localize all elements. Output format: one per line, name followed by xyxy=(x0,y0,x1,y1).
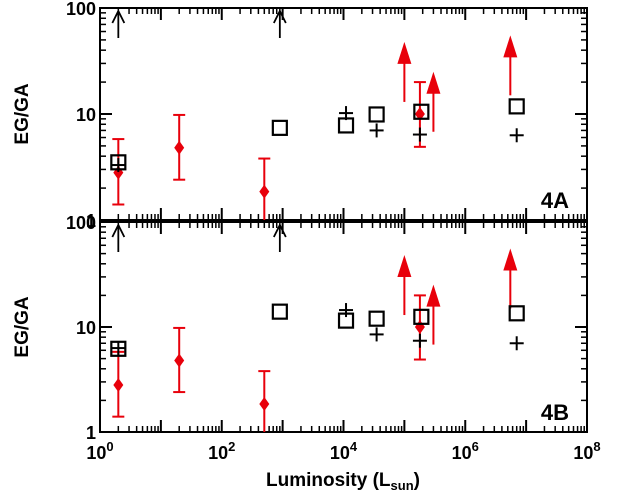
x-tick-label: 106 xyxy=(452,439,479,463)
panels: 1 10 100 EG/GA 4A 1 10 100 EG/GA 4B xyxy=(12,0,588,443)
x-axis-label-close: ) xyxy=(414,470,420,491)
red-diamond-point xyxy=(174,353,185,368)
y-tick-label: 100 xyxy=(66,0,96,19)
upper-arrow-head xyxy=(111,8,126,24)
lower-limit-arrowhead xyxy=(426,284,441,307)
square-point xyxy=(508,305,525,322)
square-point xyxy=(271,303,288,320)
square-point xyxy=(368,310,385,327)
upper-arrow-head xyxy=(111,222,126,238)
lower-limit-arrowhead xyxy=(503,248,518,271)
x-tick-label: 102 xyxy=(208,439,235,463)
square-point xyxy=(368,106,385,123)
square-point xyxy=(413,308,430,325)
upper-arrow-head xyxy=(273,8,287,24)
lower-limit-arrowhead xyxy=(397,41,412,64)
data-marks xyxy=(110,8,525,220)
x-tick-label: 104 xyxy=(330,439,358,463)
data-marks xyxy=(110,222,525,432)
square-point xyxy=(271,119,288,136)
lower-limit-arrowhead xyxy=(426,71,441,94)
x-axis: 100 102 104 106 108 xyxy=(86,439,600,463)
x-tick-label: 100 xyxy=(86,439,113,463)
y-tick-label: 10 xyxy=(76,318,96,338)
y-tick-label: 1 xyxy=(86,423,96,443)
y-axis-label: EG/GA xyxy=(12,296,33,358)
y-tick-label: 10 xyxy=(76,105,96,125)
panel-label: 4B xyxy=(541,400,569,425)
red-diamond-point xyxy=(113,378,124,393)
square-point xyxy=(508,98,525,115)
red-diamond-point xyxy=(414,320,425,334)
panel-label: 4A xyxy=(541,188,569,213)
red-diamond-point xyxy=(174,140,185,155)
red-diamond-point xyxy=(259,184,270,199)
red-diamond-point xyxy=(259,396,270,411)
lower-limit-arrowhead xyxy=(503,35,518,58)
square-point xyxy=(337,117,355,134)
lower-limit-arrowhead xyxy=(397,255,412,278)
y-axis-label: EG/GA xyxy=(12,83,33,145)
x-tick-label: 108 xyxy=(573,439,600,463)
x-axis-label: Luminosity (Lsun) xyxy=(266,470,420,493)
panel-4B: 1 10 100 EG/GA 4B xyxy=(12,213,588,443)
upper-arrow-head xyxy=(273,222,287,238)
x-axis-label-main: Luminosity (L xyxy=(266,470,391,491)
square-point xyxy=(413,103,430,120)
y-tick-label: 100 xyxy=(66,213,96,233)
red-diamond-point xyxy=(414,107,425,121)
panel-4A: 1 10 100 EG/GA 4A xyxy=(12,0,588,231)
y-tick-label: 1 xyxy=(86,211,96,231)
x-axis-label-subscript: sun xyxy=(391,478,414,493)
